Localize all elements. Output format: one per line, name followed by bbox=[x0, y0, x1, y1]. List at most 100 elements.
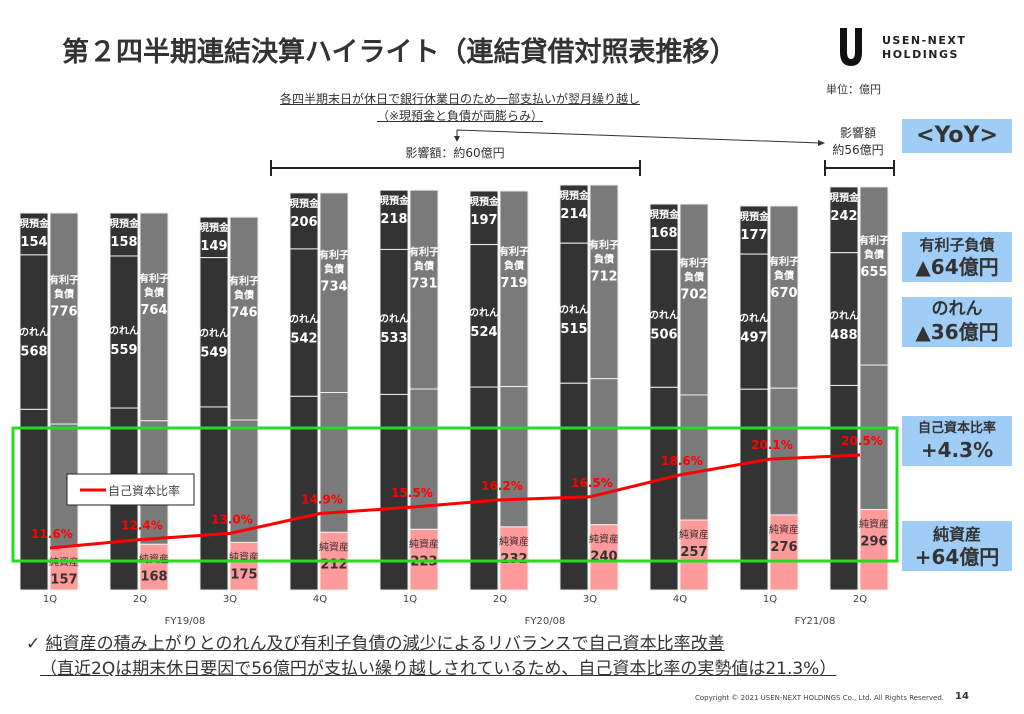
cash-value: 197 bbox=[470, 213, 497, 228]
debt-label: 負債 bbox=[684, 270, 704, 283]
impact-brackets bbox=[270, 129, 895, 176]
liability-segment-net-assets bbox=[229, 541, 259, 591]
liability-segment-net-assets bbox=[139, 543, 169, 591]
liability-segment-debt bbox=[589, 184, 619, 380]
highlight-box bbox=[11, 426, 899, 563]
asset-segment-goodwill bbox=[199, 257, 229, 408]
yoy-debt-label: 有利子負債 bbox=[919, 236, 995, 254]
debt-label: 負債 bbox=[234, 288, 254, 301]
yoy-debt-value: ▲64億円 bbox=[915, 255, 999, 279]
x-tick-label: 3Q bbox=[223, 594, 237, 605]
equity-ratio-label: 12.4% bbox=[121, 519, 163, 533]
asset-segment-cash bbox=[739, 205, 769, 255]
legend-label: 自己資本比率 bbox=[108, 483, 180, 498]
asset-segment-cash bbox=[469, 190, 499, 246]
goodwill-value: 533 bbox=[380, 331, 407, 346]
asset-segment-cash bbox=[109, 212, 139, 257]
liability-segment-net-assets bbox=[499, 526, 529, 591]
x-tick-label: 2Q bbox=[493, 594, 507, 605]
debt-label: 有利子 bbox=[499, 245, 529, 258]
equity-ratio-label: 20.5% bbox=[841, 434, 883, 448]
cash-label: 現預金 bbox=[829, 191, 860, 204]
goodwill-label: のれん bbox=[739, 313, 769, 325]
net-assets-label: 純資産 bbox=[679, 528, 709, 541]
asset-segment-other bbox=[829, 384, 859, 591]
company-logo bbox=[840, 28, 862, 66]
x-tick-label: 4Q bbox=[673, 594, 687, 605]
debt-label: 有利子 bbox=[319, 249, 349, 262]
debt-label: 有利子 bbox=[679, 256, 709, 269]
page-title: 第２四半期連結決算ハイライト（連結貸借対照表推移） bbox=[62, 37, 737, 68]
asset-segment-goodwill bbox=[649, 249, 679, 388]
asset-segment-cash bbox=[289, 192, 319, 250]
cash-value: 168 bbox=[650, 226, 677, 241]
logo-line1: USEN-NEXT bbox=[882, 34, 967, 47]
x-tick-label: 1Q bbox=[403, 594, 417, 605]
equity-ratio-label: 13.0% bbox=[211, 512, 253, 526]
copyright: Copyright © 2021 USEN-NEXT HOLDINGS Co.,… bbox=[694, 694, 944, 702]
summary-line-1: ✓ 純資産の積み上がりとのれん及び有利子負債の減少によるリバランスで自己資本比率… bbox=[26, 634, 725, 654]
fiscal-year-label: FY19/08 bbox=[165, 616, 206, 627]
debt-label: 有利子 bbox=[409, 246, 439, 259]
asset-segment-cash bbox=[559, 184, 589, 244]
page-number: 14 bbox=[955, 691, 969, 702]
net-assets-value: 175 bbox=[230, 567, 257, 582]
yoy-goodwill-callout: のれん ▲36億円 bbox=[902, 297, 1012, 347]
goodwill-value: 497 bbox=[740, 331, 767, 346]
net-assets-value: 296 bbox=[860, 534, 887, 549]
net-assets-label: 純資産 bbox=[409, 537, 439, 550]
goodwill-value: 568 bbox=[20, 344, 47, 359]
arrow-head bbox=[818, 140, 825, 146]
impact-range-label: 影響額：約60億円 bbox=[405, 146, 505, 160]
debt-label: 有利子 bbox=[859, 234, 889, 247]
annotation-arrow bbox=[456, 129, 821, 144]
net-assets-label: 純資産 bbox=[499, 535, 529, 548]
debt-label: 負債 bbox=[414, 260, 434, 273]
debt-label: 有利子 bbox=[589, 238, 619, 251]
yoy-net-assets-value: +64億円 bbox=[914, 545, 1000, 569]
asset-segment-other bbox=[559, 382, 589, 591]
holiday-note: 各四半期末日が休日で銀行休業日のため一部支払いが翌月繰り越し bbox=[279, 92, 640, 106]
yoy-equity-ratio-value: +4.3% bbox=[920, 438, 994, 462]
impact-latest-line1: 影響額 bbox=[839, 126, 876, 140]
net-assets-value: 257 bbox=[680, 545, 707, 560]
cash-value: 206 bbox=[290, 215, 317, 230]
yoy-title: <YoY> bbox=[902, 119, 1012, 153]
asset-segment-other bbox=[739, 388, 769, 591]
yoy-equity-ratio-callout: 自己資本比率 +4.3% bbox=[902, 416, 1012, 466]
debt-value: 764 bbox=[140, 303, 167, 318]
debt-label: 負債 bbox=[504, 259, 524, 272]
liability-segment-debt bbox=[229, 216, 259, 421]
debt-value: 776 bbox=[50, 304, 77, 319]
goodwill-value: 524 bbox=[470, 325, 497, 340]
debt-value: 712 bbox=[590, 269, 617, 284]
liability-segment-debt bbox=[859, 186, 889, 366]
equity-ratio-label: 11.6% bbox=[31, 527, 73, 541]
goodwill-label: のれん bbox=[289, 314, 319, 326]
net-assets-value: 232 bbox=[500, 552, 527, 567]
goodwill-label: のれん bbox=[199, 327, 229, 339]
goodwill-value: 506 bbox=[650, 328, 677, 343]
net-assets-value: 168 bbox=[140, 569, 167, 584]
net-assets-label: 純資産 bbox=[589, 533, 619, 546]
asset-segment-cash bbox=[199, 216, 229, 259]
liability-segment-debt bbox=[679, 203, 709, 396]
unit-label: 単位：億円 bbox=[826, 83, 881, 96]
cash-label: 現預金 bbox=[739, 210, 770, 223]
goodwill-value: 542 bbox=[290, 332, 317, 347]
impact-latest-label: 影響額 約56億円 bbox=[818, 125, 898, 159]
cash-label: 現預金 bbox=[379, 194, 410, 207]
liability-segment-net-assets bbox=[49, 546, 79, 591]
arrow-head bbox=[454, 136, 460, 142]
liability-segment-other bbox=[319, 392, 349, 533]
debt-label: 負債 bbox=[864, 248, 884, 261]
cash-label: 現預金 bbox=[19, 217, 50, 230]
summary-line-2: （直近2Qは期末休日要因で56億円が支払い繰り越しされているため、自己資本比率の… bbox=[40, 659, 837, 679]
equity-ratio-label: 16.5% bbox=[571, 476, 613, 490]
company-logo-text: USEN-NEXT HOLDINGS bbox=[882, 34, 966, 62]
liability-segment-debt bbox=[49, 212, 79, 425]
asset-segment-goodwill bbox=[109, 255, 139, 409]
debt-label: 有利子 bbox=[49, 273, 79, 286]
asset-segment-cash bbox=[379, 189, 409, 250]
